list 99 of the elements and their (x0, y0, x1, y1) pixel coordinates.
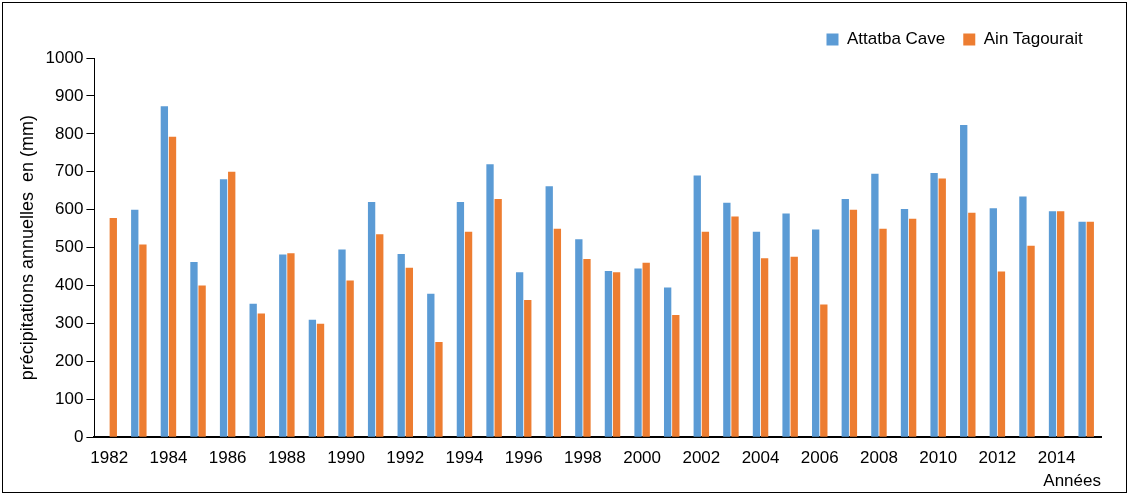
bar (723, 202, 731, 437)
bar (1086, 221, 1094, 437)
bar (820, 304, 828, 437)
x-tick-label: 1986 (208, 448, 247, 468)
y-axis-title: précipitations annuelles en (mm) (16, 115, 37, 381)
y-tick-label: 200 (55, 351, 84, 371)
bar (604, 271, 613, 437)
x-tick-label: 1984 (149, 448, 188, 468)
bar (812, 229, 820, 437)
bar (456, 202, 465, 437)
legend-label: Attatba Cave (846, 29, 946, 49)
bar (435, 342, 443, 437)
bar (338, 249, 346, 437)
bar (316, 323, 325, 437)
x-tick-label: 1982 (90, 448, 129, 468)
bar (672, 315, 680, 437)
bar (997, 271, 1006, 437)
bar (397, 254, 405, 437)
bar (642, 262, 650, 437)
bar (219, 179, 228, 437)
bar (168, 136, 177, 437)
bar (308, 319, 317, 437)
legend-label: Ain Tagourait (983, 29, 1083, 49)
x-tick-label: 2004 (741, 448, 780, 468)
bar (1019, 196, 1027, 437)
bar (1057, 211, 1065, 437)
y-tick-label: 0 (73, 426, 84, 446)
bar (131, 209, 139, 437)
bar (782, 213, 790, 437)
x-tick-label: 2006 (800, 448, 839, 468)
bar (190, 262, 198, 437)
bar (346, 280, 354, 437)
bar (464, 231, 473, 437)
bar (790, 256, 798, 437)
bar (1078, 221, 1086, 437)
x-tick-label: 2014 (1037, 448, 1076, 468)
x-tick-label: 1998 (563, 448, 602, 468)
x-tick-label: 1992 (386, 448, 425, 468)
bar (160, 106, 169, 437)
bar (841, 199, 849, 437)
bar (663, 287, 672, 437)
bar (900, 208, 909, 437)
y-tick-label: 600 (55, 199, 84, 219)
bar (701, 231, 710, 437)
bar (139, 244, 147, 437)
bar (367, 202, 376, 437)
bar (376, 234, 384, 437)
bar (198, 285, 206, 437)
bar (938, 178, 946, 437)
bar (693, 175, 701, 437)
bar (575, 239, 583, 437)
bar (760, 258, 769, 437)
y-tick-label: 400 (55, 275, 84, 295)
bar (405, 267, 414, 437)
bar (545, 186, 553, 437)
x-tick-label: 2010 (919, 448, 958, 468)
bar (515, 272, 524, 437)
bar (989, 208, 997, 437)
bar (249, 303, 257, 437)
bar (612, 272, 621, 437)
bar (494, 199, 502, 437)
y-tick-label: 700 (55, 161, 84, 181)
x-tick-label: 1994 (445, 448, 484, 468)
bar (731, 216, 739, 437)
x-tick-label: 2008 (860, 448, 898, 468)
x-tick-label: 1988 (267, 448, 306, 468)
y-tick-label: 900 (55, 85, 84, 105)
bar (257, 313, 265, 437)
bar (879, 228, 887, 437)
bar (1048, 211, 1057, 437)
y-tick-label: 100 (55, 388, 84, 408)
bar (486, 164, 494, 437)
bar (287, 253, 295, 437)
x-tick-label: 2012 (978, 448, 1017, 468)
x-tick-label: 1990 (327, 448, 365, 468)
bar (524, 299, 532, 437)
bar (871, 173, 879, 437)
bar (634, 268, 642, 437)
x-tick-label: 2002 (682, 448, 721, 468)
x-axis-title: Années (1043, 471, 1101, 491)
bar (553, 228, 562, 437)
x-tick-label: 2000 (623, 448, 662, 468)
bar (930, 172, 938, 437)
bar (752, 231, 761, 437)
x-tick-label: 1996 (504, 448, 543, 468)
bar (908, 218, 917, 437)
y-tick-label: 500 (55, 237, 84, 257)
bar (109, 218, 117, 437)
bar (427, 293, 435, 437)
y-tick-label: 300 (55, 313, 84, 333)
y-tick-label: 1000 (45, 47, 84, 67)
bar (849, 209, 858, 437)
bar (1027, 245, 1035, 437)
bar (968, 212, 976, 437)
bar (960, 125, 968, 437)
bar (583, 258, 591, 437)
bar (279, 254, 287, 437)
bar (228, 171, 236, 437)
y-tick-label: 800 (55, 123, 84, 143)
